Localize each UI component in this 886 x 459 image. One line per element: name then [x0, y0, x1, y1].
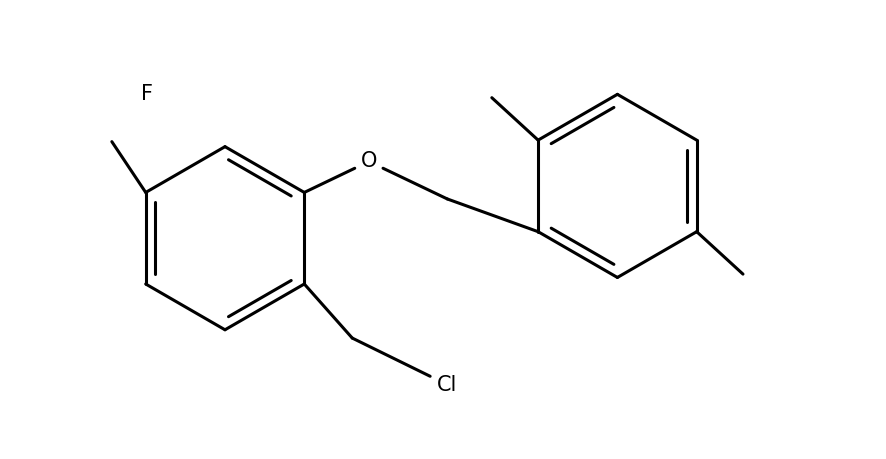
Text: O: O [361, 151, 377, 172]
Text: F: F [141, 84, 152, 104]
Text: Cl: Cl [437, 375, 457, 395]
